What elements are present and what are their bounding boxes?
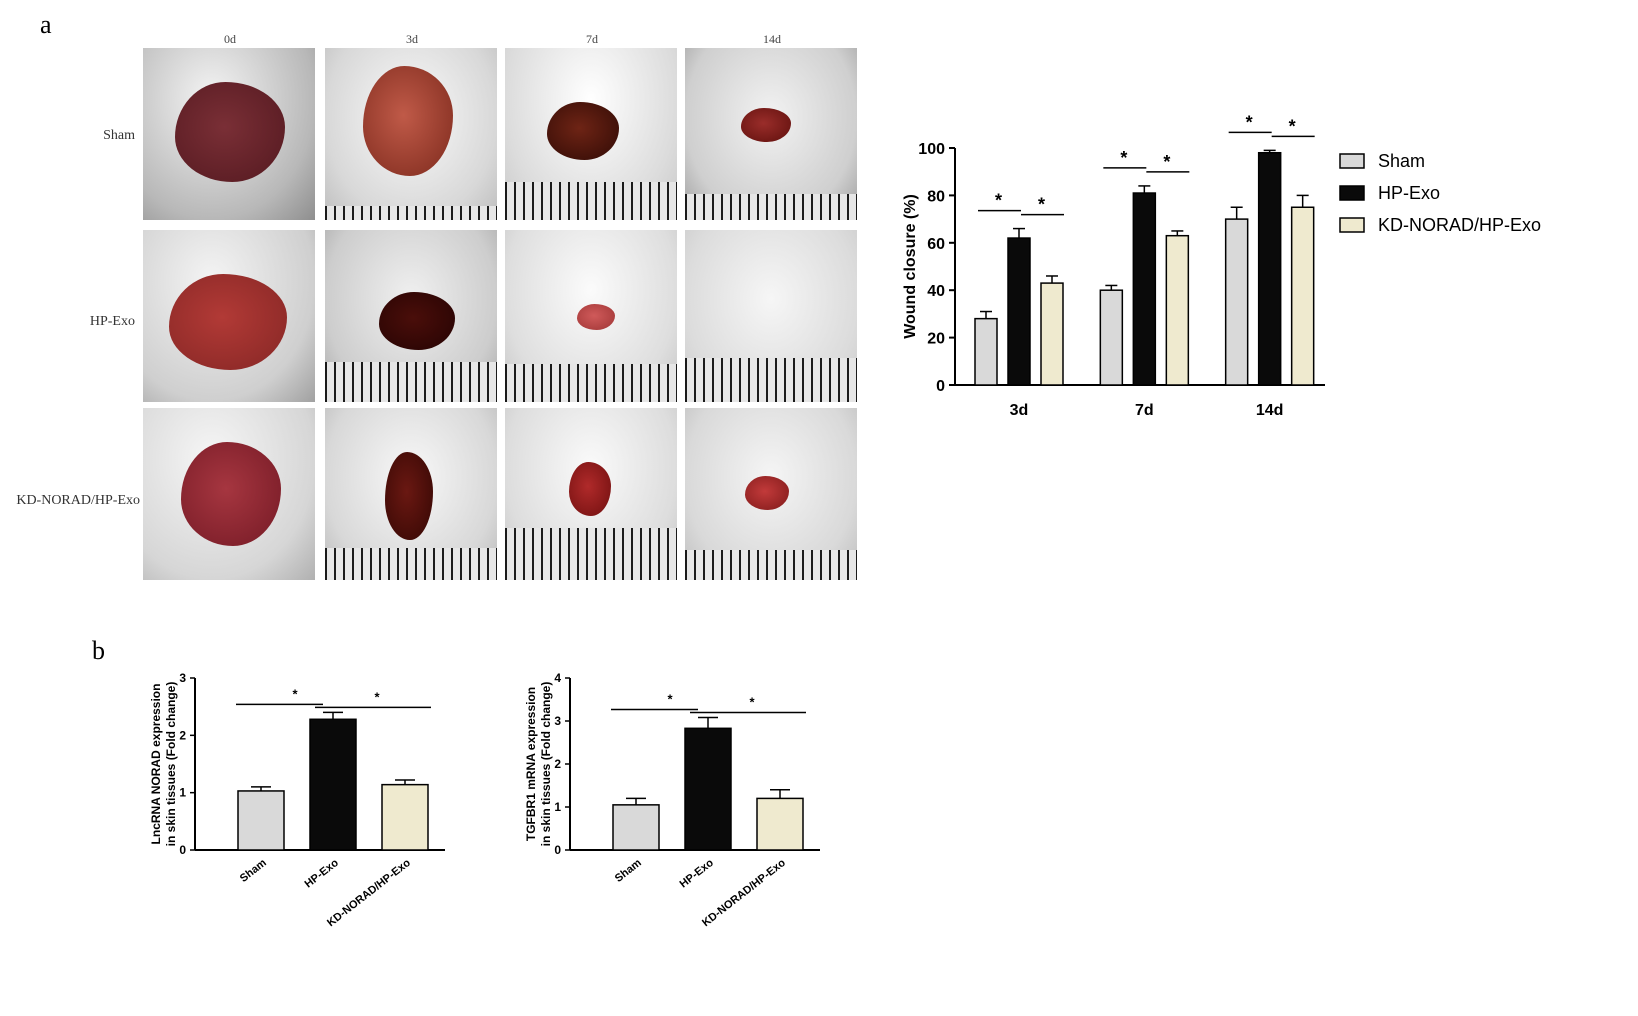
legend-swatch-sham	[1339, 153, 1365, 169]
x-tick-label-sham: Sham	[238, 857, 269, 885]
y-axis-label-line2: in skin tissues (Fold change)	[164, 682, 178, 847]
bar-kd-norad-hp-exo-7d	[1165, 234, 1190, 386]
wound-photo-sham-0d	[143, 48, 315, 220]
y-tick-label: 0	[936, 378, 945, 395]
wound-photo-hp-exo-0d	[143, 230, 315, 402]
bar-hp-exo	[309, 718, 357, 851]
significance-asterisk: *	[374, 689, 380, 704]
y-tick-label: 2	[554, 757, 561, 771]
significance-asterisk: *	[667, 692, 673, 707]
wound-photo-kd-norad-3d	[325, 408, 497, 580]
significance-asterisk: *	[995, 191, 1002, 211]
column-label-3d: 3d	[406, 32, 418, 46]
legend-swatch-kd-norad-hp-exo	[1339, 217, 1365, 233]
x-tick-label-hp-exo: HP-Exo	[678, 857, 716, 891]
y-tick-label: 2	[179, 728, 186, 742]
norad-expression-chart: 0 1 2 3 LncRNA NORAD expression in skin tissu…	[149, 671, 445, 929]
bar-sham	[612, 804, 660, 851]
x-tick-label-sham: Sham	[613, 857, 644, 885]
significance-asterisk: *	[1289, 116, 1296, 136]
y-axis-label-line1: TGFBR1 mRNA expression	[524, 687, 538, 841]
significance-asterisk: *	[1038, 195, 1045, 215]
y-tick-label: 80	[927, 188, 945, 205]
panel-label-a: a	[40, 10, 52, 39]
row-label-sham: Sham	[103, 128, 135, 143]
bar-sham-7d	[1099, 289, 1124, 386]
y-tick-label: 3	[179, 671, 186, 685]
y-axis-label-line2: in skin tissues (Fold change)	[539, 682, 553, 847]
y-tick-label: 3	[554, 714, 561, 728]
legend-swatch-hp-exo	[1339, 185, 1365, 201]
y-tick-label: 4	[554, 671, 561, 685]
x-tick-label-3d: 3d	[1010, 402, 1029, 419]
significance-asterisk: *	[292, 686, 298, 701]
bar-hp-exo-7d	[1132, 192, 1157, 386]
tgfbr1-expression-chart: 0 1 2 3 4 TGFBR1 mRNA expression in skin tissu…	[524, 671, 820, 929]
y-tick-label: 20	[927, 331, 945, 348]
x-tick-label-hp-exo: HP-Exo	[303, 857, 341, 891]
legend-label-hp-exo: HP-Exo	[1378, 183, 1440, 203]
column-label-14d: 14d	[763, 32, 781, 46]
column-label-7d: 7d	[586, 32, 598, 46]
legend-label-kd-norad-hp-exo: KD-NORAD/HP-Exo	[1378, 215, 1541, 235]
significance-asterisk: *	[1163, 152, 1170, 172]
bar-sham-14d	[1224, 218, 1249, 386]
bar-hp-exo-3d	[1007, 237, 1031, 386]
row-label-hp-exo: HP-Exo	[89, 314, 135, 329]
wound-photo-kd-norad-7d	[505, 408, 677, 580]
y-axis-label: Wound closure (%)	[902, 194, 919, 339]
bar-hp-exo	[684, 727, 732, 851]
y-tick-label: 0	[179, 843, 186, 857]
bar-kd-norad-hp-exo-3d	[1040, 282, 1064, 386]
bar-kd-norad-hp-exo	[756, 797, 804, 851]
row-label-kd-norad-hp-exo: KD-NORAD/HP-Exo	[16, 493, 140, 508]
wound-photo-sham-3d	[325, 48, 497, 220]
significance-asterisk: *	[1120, 148, 1127, 168]
bar-kd-norad-hp-exo-14d	[1290, 206, 1315, 386]
wound-photo-sham-7d	[505, 48, 677, 220]
y-tick-label: 60	[927, 236, 945, 253]
significance-asterisk: *	[1246, 112, 1253, 132]
y-tick-label: 0	[554, 843, 561, 857]
panel-label-b: b	[92, 636, 105, 665]
y-axis-label-line1: LncRNA NORAD expression	[149, 684, 163, 845]
wound-photo-hp-exo-14d	[685, 230, 857, 402]
wound-photo-hp-exo-7d	[505, 230, 677, 402]
y-tick-label: 100	[918, 141, 945, 158]
bar-sham-3d	[974, 317, 998, 386]
wound-photo-kd-norad-14d	[685, 408, 857, 580]
y-tick-label: 1	[179, 786, 186, 800]
legend-label-sham: Sham	[1378, 151, 1425, 171]
wound-photo-kd-norad-0d	[143, 408, 315, 580]
x-tick-label-7d: 7d	[1135, 402, 1154, 419]
wound-photo-hp-exo-3d	[325, 230, 497, 402]
bar-hp-exo-14d	[1257, 151, 1282, 386]
column-label-0d: 0d	[224, 32, 236, 46]
bar-sham	[237, 790, 285, 851]
significance-asterisk: *	[749, 695, 755, 710]
x-tick-label-14d: 14d	[1256, 402, 1284, 419]
bar-kd-norad-hp-exo	[381, 783, 429, 851]
y-tick-label: 40	[927, 283, 945, 300]
wound-closure-chart: 0 20 40 60 80 100 Wound closure (%) 3d 7d 14d * * * *…	[902, 112, 1541, 419]
y-tick-label: 1	[554, 800, 561, 814]
wound-photo-sham-14d	[685, 48, 857, 220]
